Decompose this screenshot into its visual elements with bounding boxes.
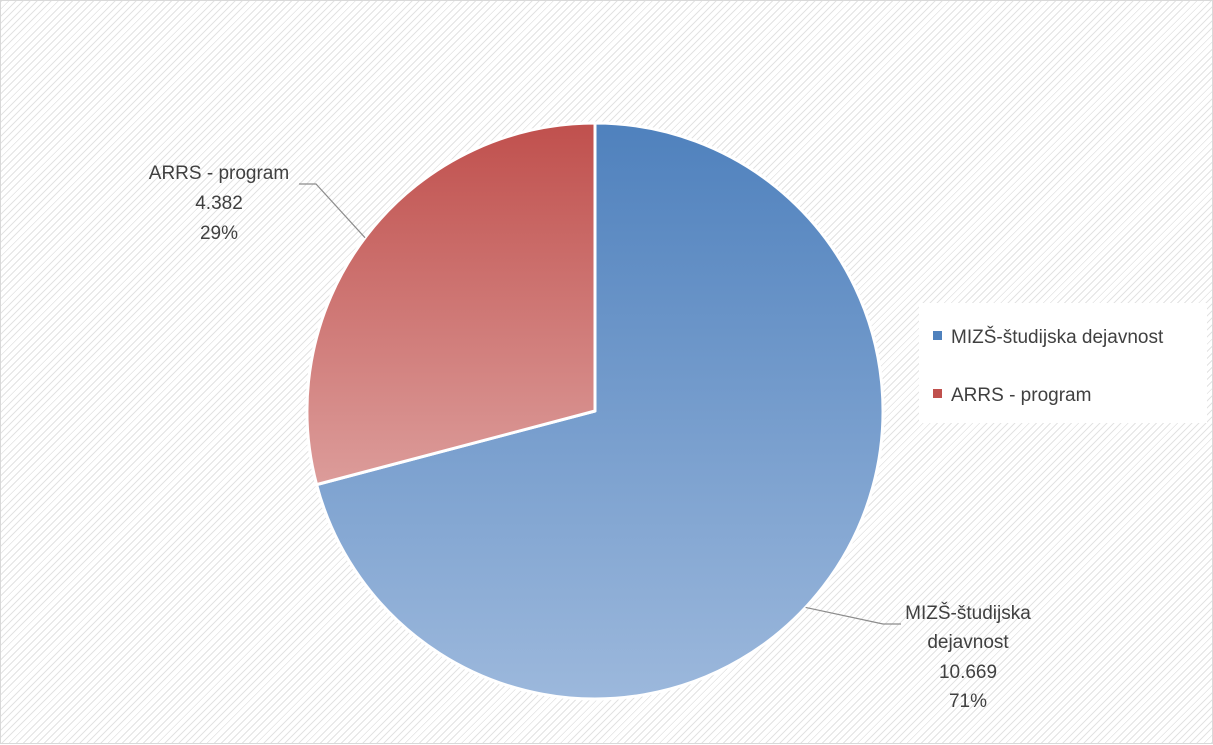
leader-line-arrs bbox=[299, 183, 366, 239]
legend-background bbox=[919, 303, 1207, 423]
pie-slice-arrs bbox=[305, 121, 597, 487]
data-label-mizs-category-line2: dejavnost bbox=[927, 632, 1009, 653]
data-label-mizs-percent: 71% bbox=[949, 691, 987, 712]
data-label-arrs-value: 4.382 bbox=[195, 193, 243, 214]
legend-swatch-mizs bbox=[933, 331, 942, 340]
data-label-mizs-category-line1: MIZŠ-študijska bbox=[905, 602, 1031, 624]
data-label-mizs-value: 10.669 bbox=[939, 662, 997, 683]
legend: MIZŠ-študijska dejavnost ARRS - program bbox=[919, 303, 1207, 423]
legend-label-mizs: MIZŠ-študijska dejavnost bbox=[951, 326, 1164, 348]
leader-line-mizs bbox=[805, 606, 901, 625]
legend-swatch-arrs bbox=[933, 389, 942, 398]
legend-label-arrs: ARRS - program bbox=[951, 385, 1091, 406]
data-label-arrs-category: ARRS - program bbox=[149, 163, 289, 184]
data-label-arrs-percent: 29% bbox=[200, 223, 238, 244]
pie-slice-mizs bbox=[315, 121, 885, 701]
